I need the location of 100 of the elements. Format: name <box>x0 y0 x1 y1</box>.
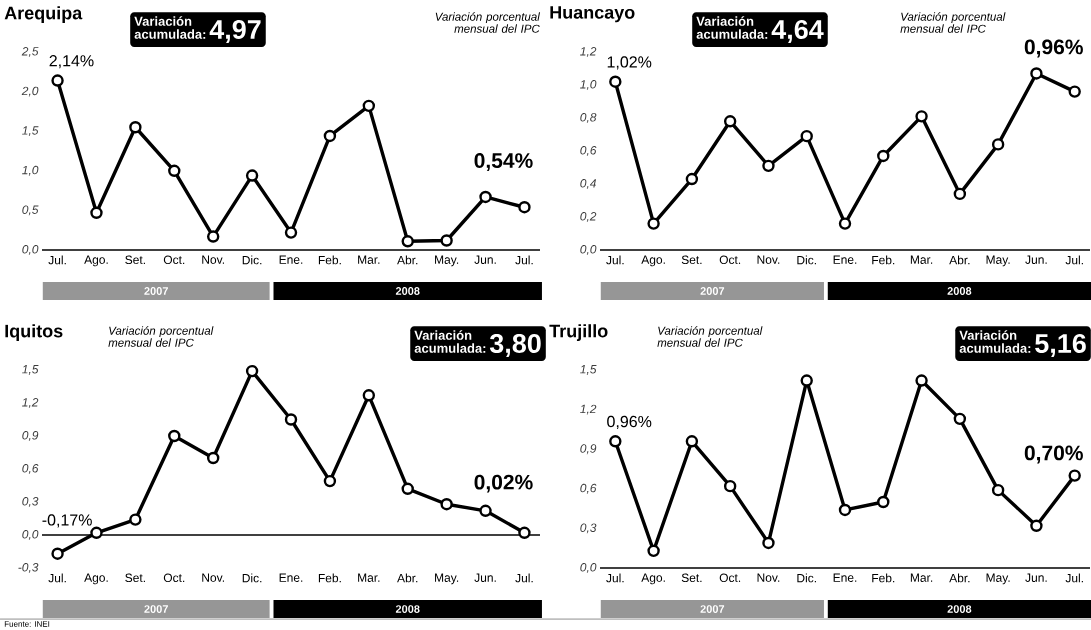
x-tick-label: Ene. <box>279 255 303 264</box>
x-tick-label: Set. <box>681 573 702 583</box>
point <box>168 429 181 443</box>
y-tick-label: 1,2 <box>580 404 597 415</box>
y-tick-label: 1,2 <box>580 47 597 57</box>
y-tick-label: 0,9 <box>580 444 597 455</box>
x-tick-label: Ago. <box>84 255 108 267</box>
chart-subtitle: Variación porcentual mensual del IPC <box>435 12 541 33</box>
point <box>440 234 453 247</box>
y-tick-label: 0,6 <box>580 483 597 494</box>
point <box>362 389 376 402</box>
chart-subtitle: Variación porcentual mensual del IPC <box>108 326 214 347</box>
x-tick-label: Ene. <box>833 255 857 264</box>
text: 2008 <box>395 287 420 295</box>
y-tick-label: 1,5 <box>22 365 39 375</box>
point <box>323 129 337 143</box>
point <box>207 230 220 243</box>
text: 3,80 <box>489 333 541 357</box>
x-tick-label: Ene. <box>833 573 857 582</box>
x-tick-label: Jun. <box>1025 255 1047 264</box>
point <box>479 190 492 204</box>
point <box>129 121 142 134</box>
point <box>401 482 414 496</box>
point <box>401 235 414 248</box>
point <box>1068 85 1081 98</box>
chart-title: Iquitos <box>5 324 63 341</box>
point <box>129 513 142 526</box>
point <box>877 495 890 509</box>
x-tick-label: Oct. <box>719 573 741 583</box>
x-tick-label: Abr. <box>949 255 970 265</box>
data-label: 0,96% <box>607 415 652 430</box>
chart-title: Arequipa <box>4 6 83 23</box>
point <box>51 547 64 560</box>
x-tick-label: Ago. <box>641 573 665 585</box>
y-tick-label: 2,0 <box>21 86 39 97</box>
x-tick-label: Mar. <box>358 573 380 582</box>
x-tick-label: Feb. <box>318 573 341 583</box>
y-tick-label: 0,0 <box>580 245 597 255</box>
point <box>953 187 967 201</box>
chart-title: Trujillo <box>549 324 608 341</box>
chart-subtitle: Variación porcentual mensual del IPC <box>900 12 1006 33</box>
point <box>685 435 699 448</box>
x-tick-label: Ago. <box>641 255 665 267</box>
point <box>284 226 298 239</box>
x-tick-label: Dic. <box>242 573 262 583</box>
x-tick-label: Nov. <box>757 573 780 582</box>
point <box>1030 67 1043 80</box>
chart-subtitle: Variación porcentual mensual del IPC <box>657 326 763 347</box>
x-tick-label: May. <box>435 573 459 585</box>
text: 2007 <box>700 287 725 295</box>
text: 2007 <box>700 605 725 613</box>
y-tick-label: 0,6 <box>22 464 39 474</box>
point <box>1068 469 1081 482</box>
x-tick-label: Abr. <box>397 573 418 583</box>
text: Variación acumulada: <box>959 330 1031 353</box>
point <box>362 99 376 113</box>
point <box>762 159 775 173</box>
x-tick-label: May. <box>986 573 1010 585</box>
x-tick-label: Ene. <box>279 573 303 582</box>
point <box>991 483 1005 497</box>
y-tick-label: 1,0 <box>580 80 597 90</box>
chart-title: Huancayo <box>550 6 635 23</box>
x-tick-label: Abr. <box>949 573 970 583</box>
y-tick-label: 0,0 <box>22 245 39 255</box>
text: 2007 <box>144 287 168 295</box>
text: 5,16 <box>1035 333 1086 357</box>
y-tick-label: 0,4 <box>580 179 597 189</box>
point <box>90 206 103 219</box>
x-tick-label: Set. <box>125 573 145 583</box>
point <box>723 479 737 493</box>
x-tick-label: Jul. <box>606 573 624 583</box>
text: Variación acumulada: <box>414 330 486 353</box>
x-tick-label: Nov. <box>202 255 224 264</box>
data-label: -0,17% <box>42 514 92 528</box>
x-tick-label: Oct. <box>719 255 741 265</box>
y-tick-label: 1,2 <box>22 398 39 408</box>
y-tick-label: 1,5 <box>580 365 597 375</box>
point <box>1030 519 1043 532</box>
point <box>323 474 337 488</box>
data-label: 0,96% <box>1024 39 1083 58</box>
x-tick-label: Dic. <box>797 573 816 583</box>
x-tick-label: Set. <box>125 255 145 265</box>
x-tick-label: Jul. <box>48 255 66 265</box>
point <box>479 504 492 518</box>
point <box>915 110 928 123</box>
x-tick-label: Feb. <box>318 255 341 265</box>
y-tick-label: 0,3 <box>22 497 39 507</box>
y-tick-label: 2,5 <box>21 47 39 57</box>
y-tick-label: 0,5 <box>22 205 39 216</box>
data-label: 1,02% <box>607 56 652 70</box>
point <box>723 115 737 128</box>
point <box>284 413 298 426</box>
y-tick-label: 1,0 <box>22 165 39 176</box>
y-tick-label: 0,0 <box>22 530 39 540</box>
x-tick-label: Feb. <box>872 573 895 583</box>
x-tick-label: Jul. <box>48 573 66 583</box>
point <box>609 75 622 88</box>
text: 2007 <box>144 605 168 613</box>
x-tick-label: Jun. <box>474 255 496 264</box>
x-tick-label: Nov. <box>202 573 224 582</box>
